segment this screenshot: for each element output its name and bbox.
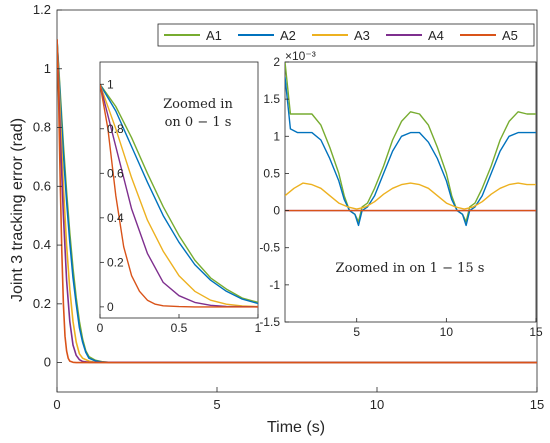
inset-right-xtick-label: 10 <box>440 325 454 339</box>
inset-right-series-A2 <box>285 76 536 227</box>
main-xtick-label: 5 <box>213 397 220 412</box>
main-xtick-label: 15 <box>530 397 544 412</box>
inset-left-ytick-label: 0.4 <box>107 211 124 225</box>
inset-right-ytick-label: 1.5 <box>263 92 280 106</box>
main-xtick-label: 10 <box>370 397 384 412</box>
inset-left-ytick-label: 1 <box>107 77 114 91</box>
inset-left-series-A1 <box>100 83 258 304</box>
inset-left-series-A3 <box>100 84 258 308</box>
main-series-A3 <box>57 39 537 364</box>
inset-left-series-A4 <box>100 84 258 308</box>
main-ytick-label: 0 <box>44 355 51 370</box>
inset-left-ytick-label: 0.6 <box>107 166 124 180</box>
inset-left-xtick-label: 0.5 <box>171 321 188 335</box>
inset-left-series-A2 <box>100 83 258 305</box>
inset-right-annotation: Zoomed in on 1 − 15 s <box>336 261 485 276</box>
inset-right-ytick-label: 0 <box>273 204 280 218</box>
legend-label-A3: A3 <box>354 28 370 43</box>
inset-right-ytick-label: -1.5 <box>259 315 280 329</box>
inset-right-ytick-label: 0.5 <box>263 166 280 180</box>
inset-right-xtick-label: 5 <box>353 325 360 339</box>
inset-right-ytick-label: -0.5 <box>259 241 280 255</box>
inset-left-ytick-label: 0.2 <box>107 255 124 269</box>
legend-label-A4: A4 <box>428 28 444 43</box>
x-axis-label: Time (s) <box>267 419 325 436</box>
main-ytick-label: 0.6 <box>33 178 51 193</box>
main-series-A4 <box>57 39 537 364</box>
main-ytick-label: 0.8 <box>33 120 51 135</box>
legend-label-A1: A1 <box>206 28 222 43</box>
inset-right-frame <box>284 61 537 323</box>
inset-right-ytick-label: -1 <box>269 278 280 292</box>
inset-right-series-group <box>285 62 536 227</box>
main-series-group <box>57 39 537 364</box>
inset-left-xtick-label: 1 <box>255 321 262 335</box>
inset-left-annotation-line: on 0 − 1 s <box>165 115 232 130</box>
inset-left-series-A5 <box>100 84 258 308</box>
legend-label-A5: A5 <box>502 28 518 43</box>
inset-right-ytick-label: 1 <box>273 129 280 143</box>
legend: A1 A2 A3 A4 A5 <box>157 23 535 47</box>
inset-right-series-A3 <box>285 182 536 210</box>
inset-left-xtick-label: 0 <box>97 321 104 335</box>
inset-left-ytick-label: 0 <box>107 300 114 314</box>
inset-left-annotation-line: Zoomed in <box>163 97 233 112</box>
main-ytick-label: 0.4 <box>33 237 51 252</box>
main-ytick-label: 1.2 <box>33 2 51 17</box>
inset-left-series-group <box>100 83 258 308</box>
main-series-A5 <box>57 39 537 364</box>
y-axis-label: Joint 3 tracking error (rad) <box>9 118 26 302</box>
inset-right-ytick-label: 2 <box>273 55 280 69</box>
inset-right-series-A1 <box>285 62 536 223</box>
legend-label-A2: A2 <box>280 28 296 43</box>
main-xtick-label: 0 <box>53 397 60 412</box>
inset-right-exponent-label: ×10⁻³ <box>285 49 316 63</box>
main-ytick-label: 1 <box>44 61 51 76</box>
inset-right-xtick-label: 15 <box>529 325 543 339</box>
inset-left-ytick-label: 0.8 <box>107 122 124 136</box>
main-ytick-label: 0.2 <box>33 296 51 311</box>
